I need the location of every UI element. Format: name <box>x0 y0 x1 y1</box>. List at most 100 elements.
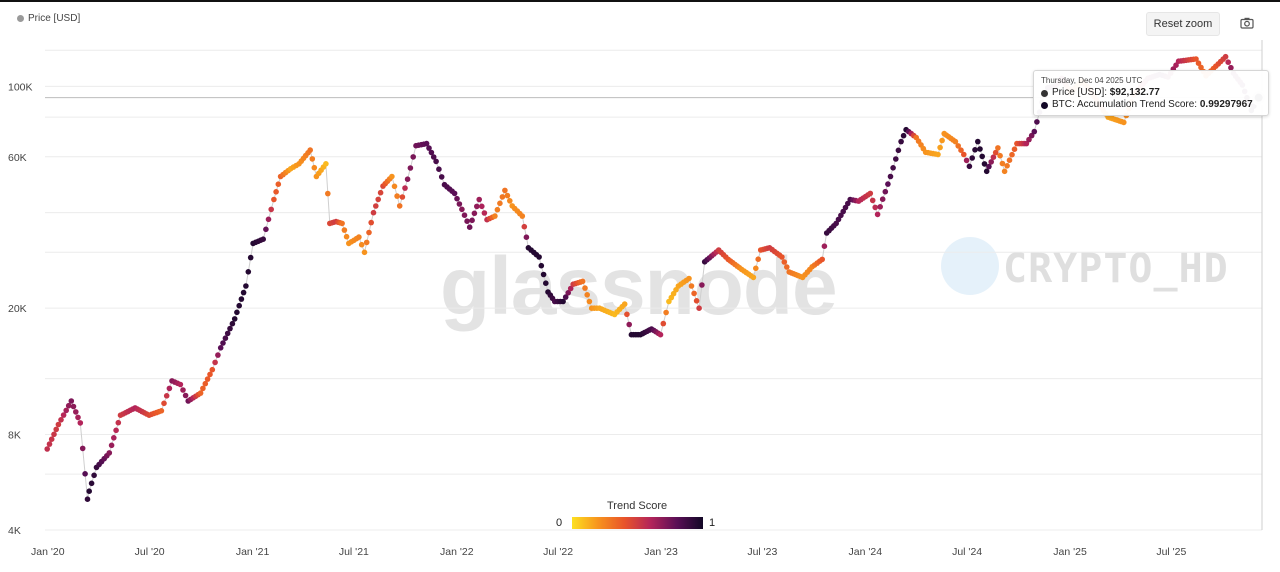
price-point <box>961 151 967 158</box>
legend-dot <box>17 15 24 22</box>
y-tick-label: 20K <box>8 303 27 315</box>
price-point <box>356 234 362 240</box>
price-point <box>958 147 964 153</box>
price-point <box>368 219 375 226</box>
price-point <box>182 392 189 399</box>
price-point <box>163 393 170 399</box>
price-point <box>986 163 992 170</box>
price-point <box>106 450 113 456</box>
price-point <box>1028 132 1035 139</box>
price-point <box>981 161 988 167</box>
price-point <box>691 290 697 297</box>
price-point <box>204 376 211 382</box>
x-tick-label: Jan '21 <box>236 546 270 558</box>
trend-score-title: Trend Score <box>607 500 668 512</box>
price-point <box>523 234 530 240</box>
price-point <box>68 398 75 404</box>
top-border <box>0 0 1280 2</box>
price-point <box>63 407 69 414</box>
price-point <box>755 256 761 263</box>
trend-score-gradient <box>572 517 703 529</box>
price-point <box>979 153 985 160</box>
tooltip-score-value: 0.99297967 <box>1199 99 1253 110</box>
price-point <box>323 161 329 167</box>
price-point <box>307 147 314 153</box>
trend-score-legend: Trend Score 0 1 <box>540 498 730 532</box>
price-point <box>243 283 249 289</box>
legend[interactable]: Price [USD] <box>17 13 80 24</box>
price-point <box>456 201 463 207</box>
camera-icon[interactable] <box>1236 12 1258 34</box>
price-point <box>898 138 904 145</box>
price-point <box>399 194 406 200</box>
price-point <box>166 385 173 392</box>
price-point <box>887 173 894 180</box>
trend-score-max: 1 <box>709 517 716 529</box>
price-point <box>433 158 439 165</box>
price-point <box>784 264 790 270</box>
price-point <box>877 204 883 210</box>
price-point <box>1009 151 1015 158</box>
price-point <box>999 160 1006 167</box>
price-point <box>1222 53 1229 60</box>
price-point <box>819 256 825 263</box>
price-point <box>1193 56 1199 62</box>
price-point <box>952 138 959 145</box>
x-tick-label: Jan '24 <box>849 546 883 558</box>
price-point <box>879 196 886 202</box>
price-point <box>309 156 316 162</box>
y-tick-label: 100K <box>8 81 33 93</box>
price-point <box>995 145 1001 151</box>
price-point <box>900 132 907 139</box>
price-point <box>988 159 994 165</box>
price-point <box>238 296 245 302</box>
price-point <box>753 265 759 272</box>
price-point <box>502 187 508 194</box>
price-point <box>963 157 970 164</box>
gridlines <box>45 49 1262 531</box>
price-point <box>895 147 902 154</box>
price-point <box>1023 140 1030 147</box>
x-tick-label: Jan '20 <box>31 546 65 558</box>
price-point <box>55 421 62 428</box>
price-point <box>370 209 377 216</box>
price-point <box>339 220 345 227</box>
tooltip-price-bullet <box>1041 89 1048 97</box>
price-point <box>1004 163 1010 169</box>
price-point <box>217 345 224 351</box>
reset-zoom-button[interactable]: Reset zoom <box>1146 12 1220 36</box>
price-point <box>584 292 590 298</box>
price-point <box>983 168 990 175</box>
price-point <box>466 224 473 230</box>
price-point <box>389 173 395 180</box>
price-point <box>975 138 981 145</box>
price-point <box>699 282 705 288</box>
price-point <box>343 233 350 240</box>
price-point <box>1011 146 1018 152</box>
price-point <box>579 278 586 285</box>
price-point <box>265 216 272 223</box>
price-point <box>77 420 84 426</box>
price-point <box>481 210 488 216</box>
price-point <box>75 414 81 421</box>
price-point <box>461 212 468 218</box>
price-point <box>1031 128 1038 135</box>
price-point <box>231 316 238 322</box>
price-point <box>972 147 978 153</box>
price-point <box>115 419 122 426</box>
price-point <box>890 165 896 171</box>
price-point <box>990 154 997 160</box>
price-point <box>247 254 254 261</box>
price-point <box>410 154 417 160</box>
price-point <box>567 285 574 292</box>
price-point <box>60 412 67 418</box>
tooltip-price-row: Price [USD]: $92,132.77 <box>1041 87 1261 99</box>
price-point <box>396 203 403 209</box>
price-point <box>519 213 526 219</box>
price-point <box>325 190 331 197</box>
price-point <box>872 204 878 211</box>
price-point <box>260 236 267 242</box>
price-point <box>937 144 943 151</box>
price-point <box>565 290 571 296</box>
price-point <box>1026 136 1032 143</box>
